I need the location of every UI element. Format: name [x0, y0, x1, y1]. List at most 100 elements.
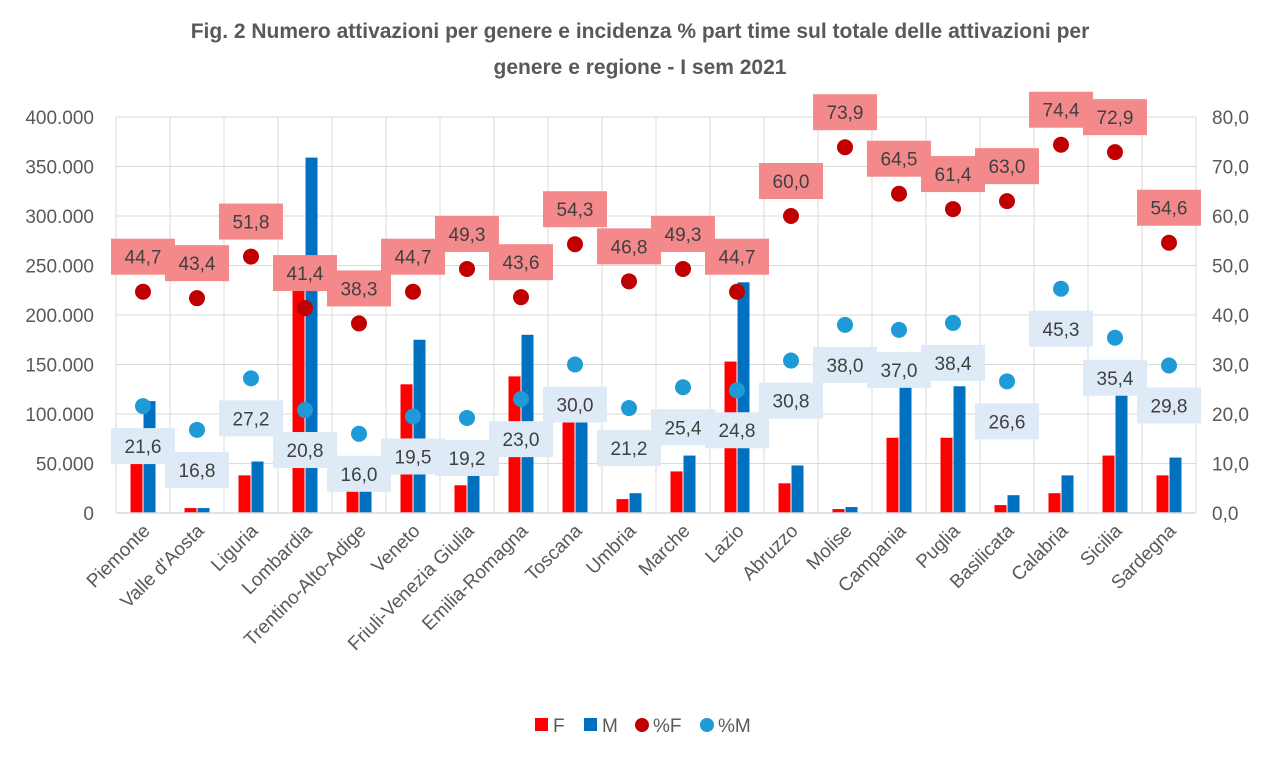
bar-f: [454, 485, 467, 513]
data-label-pf-bg: [1083, 99, 1147, 136]
data-label-pf: 61,4: [935, 165, 972, 186]
point-pf: [459, 260, 475, 277]
point-pf: [783, 208, 799, 224]
point-pf: [243, 248, 259, 265]
data-label-pf: 51,8: [233, 213, 270, 234]
data-label-pm: 21,6: [125, 437, 162, 458]
data-label-pf: 43,6: [503, 253, 540, 274]
data-label-pf-bg: [651, 215, 715, 252]
data-label-pm-bg: [597, 430, 661, 467]
point-pf: [1107, 144, 1123, 161]
data-label-pm-bg: [381, 438, 445, 475]
bar-f: [130, 458, 143, 513]
bar-f: [940, 437, 953, 513]
y-tick-label: 0: [83, 504, 94, 525]
point-pf: [189, 290, 205, 307]
bar-f: [616, 499, 629, 513]
bar-f: [238, 475, 251, 513]
data-label-pf: 63,0: [989, 157, 1026, 178]
legend-swatch-m: [584, 718, 597, 731]
data-label-pf: 44,7: [125, 248, 162, 269]
y2-tick-label: 0,0: [1212, 504, 1238, 525]
point-pf: [621, 273, 637, 290]
point-pf: [999, 193, 1015, 210]
bar-m: [899, 379, 912, 513]
x-tick-label: Marche: [635, 521, 695, 581]
y-tick-label: 300.000: [25, 207, 94, 228]
point-pf: [567, 236, 583, 253]
y-tick-label: 400.000: [25, 108, 94, 129]
bar-m: [791, 465, 804, 513]
legend-swatch-f: [535, 718, 548, 731]
point-pf: [1161, 234, 1177, 251]
data-label-pm: 27,2: [233, 409, 270, 430]
bar-m: [629, 493, 642, 513]
data-label-pf-bg: [381, 238, 445, 275]
bar-f: [1102, 455, 1115, 513]
data-label-pm: 19,2: [449, 449, 486, 470]
bar-m: [953, 386, 966, 513]
point-pf: [675, 260, 691, 277]
data-label-pf-bg: [705, 238, 769, 275]
point-pm: [675, 379, 691, 396]
data-label-pm-bg: [543, 386, 607, 423]
legend-marker: [700, 718, 714, 732]
bar-m: [683, 455, 696, 513]
data-label-pf-bg: [489, 244, 553, 281]
data-label-pf: 54,3: [557, 200, 594, 221]
bar-m: [845, 507, 858, 513]
data-label-pm-bg: [273, 432, 337, 469]
data-label-pm: 19,5: [395, 447, 432, 468]
data-label-pf-bg: [435, 215, 499, 252]
bar-m: [359, 485, 372, 513]
data-label-pf: 64,5: [881, 150, 918, 171]
bar-f: [184, 508, 197, 513]
point-pf: [945, 201, 961, 218]
bar-m: [467, 475, 480, 513]
data-label-pf: 49,3: [449, 225, 486, 246]
data-label-pf: 44,7: [395, 248, 432, 269]
point-pm: [351, 425, 367, 442]
data-label-pf: 60,0: [773, 172, 810, 193]
point-pm: [1107, 329, 1123, 346]
point-pm: [1053, 280, 1069, 297]
data-label-pf-bg: [543, 191, 607, 228]
legend-marker: [635, 718, 649, 732]
bar-m: [1115, 389, 1128, 513]
data-label-pm: 45,3: [1043, 320, 1080, 341]
data-label-pf: 54,6: [1151, 199, 1188, 220]
data-label-pm-bg: [1137, 387, 1201, 424]
data-label-pm-bg: [705, 412, 769, 449]
data-label-pm: 29,8: [1151, 396, 1188, 417]
data-label-pf: 49,3: [665, 225, 702, 246]
x-tick-label: Umbria: [582, 520, 640, 578]
data-label-pm-bg: [867, 351, 931, 388]
bar-m: [575, 414, 588, 513]
data-label-pf-bg: [1029, 91, 1093, 128]
point-pm: [729, 382, 745, 399]
y-tick-label: 50.000: [36, 455, 94, 476]
data-label-pm: 24,8: [719, 421, 756, 442]
y-tick-label: 100.000: [25, 405, 94, 426]
point-pm: [837, 316, 853, 333]
legend-label: F: [553, 716, 565, 737]
y2-tick-label: 60,0: [1212, 207, 1249, 228]
y-tick-label: 250.000: [25, 257, 94, 278]
data-label-pm: 35,4: [1097, 369, 1134, 390]
point-pm: [621, 400, 637, 417]
data-label-pf-bg: [165, 245, 229, 282]
data-label-pm: 23,0: [503, 430, 540, 451]
point-pm: [945, 314, 961, 331]
data-label-pf-bg: [867, 140, 931, 177]
x-tick-label: Toscana: [522, 520, 587, 585]
data-label-pf: 44,7: [719, 248, 756, 269]
data-label-pm: 16,8: [179, 461, 216, 482]
legend-label: %M: [718, 716, 751, 737]
data-label-pf-bg: [759, 163, 823, 199]
data-label-pm-bg: [219, 400, 283, 437]
y2-tick-label: 80,0: [1212, 108, 1249, 129]
data-label-pm-bg: [759, 382, 823, 419]
data-label-pm-bg: [921, 344, 985, 381]
data-label-pm: 30,8: [773, 392, 810, 413]
data-label-pm-bg: [1083, 359, 1147, 396]
